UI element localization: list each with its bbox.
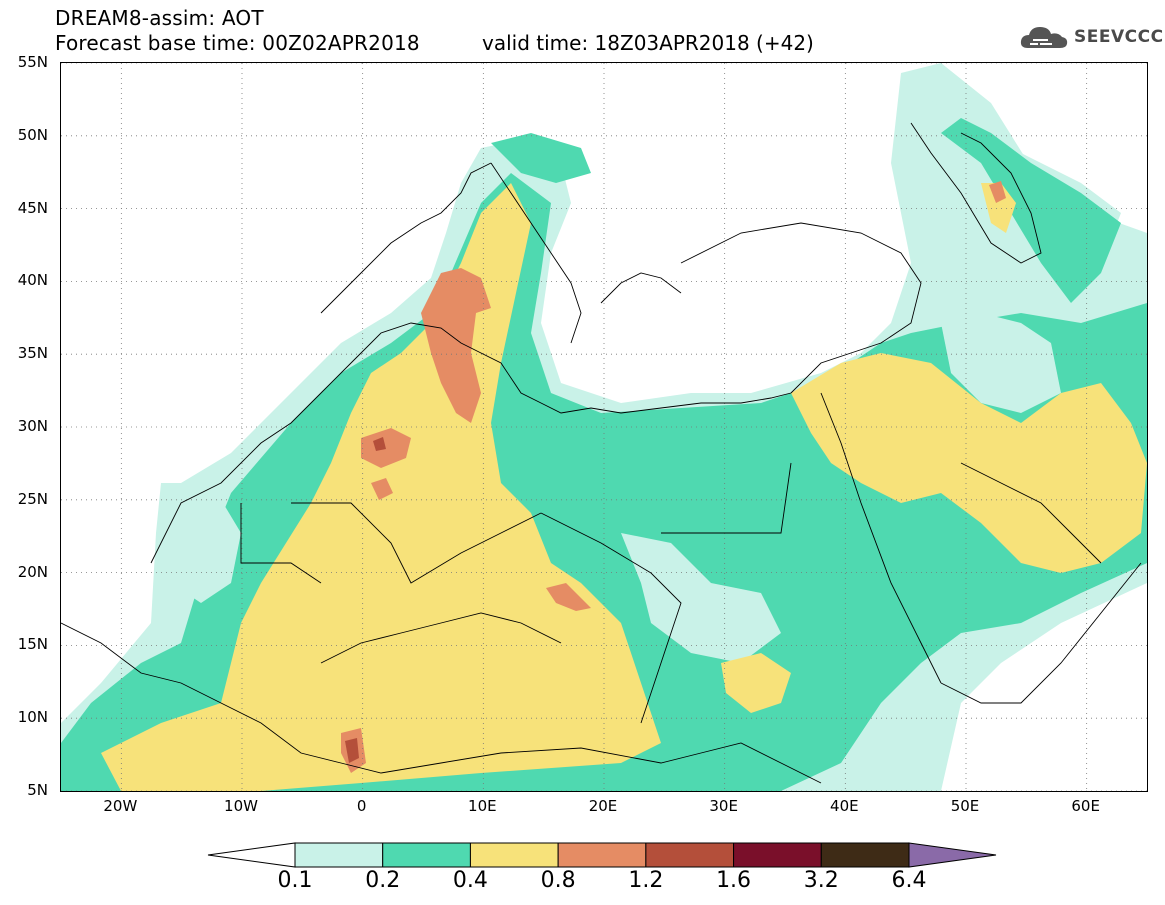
colorbar-swatch <box>820 842 910 868</box>
lat-tick-label: 45N <box>17 198 48 217</box>
colorbar-low-triangle <box>207 842 296 868</box>
aot-map <box>61 63 1147 791</box>
aot-field-13 <box>421 268 491 423</box>
aot-field-14 <box>361 428 411 468</box>
aot-field-06 <box>621 533 781 663</box>
colorbar-swatch <box>645 842 735 868</box>
coastlines <box>61 122 1142 784</box>
map-area <box>60 62 1148 792</box>
colorbar-level-label: 0.8 <box>540 868 576 893</box>
lat-tick-label: 30N <box>17 417 48 435</box>
lon-tick-label: 0 <box>356 797 367 815</box>
lon-tick-label: 20W <box>103 797 138 815</box>
lat-tick-label: 35N <box>17 344 48 363</box>
aot-field-08 <box>156 483 241 603</box>
map-title: DREAM8-assim: AOT <box>55 6 264 30</box>
colorbar-level-label: 1.6 <box>716 868 752 893</box>
aot-field-07 <box>941 313 1061 413</box>
graticule <box>61 63 1147 791</box>
lat-tick-label: 15N <box>17 635 48 654</box>
colorbar-level-label: 6.4 <box>891 868 927 893</box>
colorbar-level-label: 1.2 <box>628 868 664 893</box>
colorbar-high-triangle <box>908 842 997 868</box>
lat-tick-label: 25N <box>17 489 48 508</box>
lat-tick-label: 10N <box>17 708 48 727</box>
lon-tick-label: 60E <box>1071 797 1100 815</box>
cloud-icon <box>1020 27 1068 48</box>
lat-tick-label: 50N <box>17 125 48 144</box>
colorbar-level-label: 0.2 <box>365 868 401 893</box>
colorbar-level-label: 0.1 <box>277 868 313 893</box>
colorbar-swatch <box>382 842 471 868</box>
lon-tick-label: 20E <box>588 797 618 815</box>
lon-tick-label: 50E <box>950 797 980 815</box>
aot-field-04 <box>941 118 1121 303</box>
valid-time: valid time: 18Z03APR2018 (+42) <box>482 31 814 55</box>
lon-tick-label: 10E <box>468 797 497 815</box>
forecast-base-time: Forecast base time: 00Z02APR2018 <box>55 31 420 55</box>
aot-field-11 <box>721 653 791 713</box>
aot-field-16 <box>546 583 591 611</box>
lat-tick-label: 20N <box>17 562 48 581</box>
lat-tick-label: 40N <box>17 271 48 290</box>
colorbar-swatch <box>557 842 647 868</box>
colorbar-level-label: 0.4 <box>452 868 488 893</box>
aot-field-20 <box>345 738 359 763</box>
aot-field-18 <box>989 181 1006 203</box>
lon-tick-label: 40E <box>830 797 859 815</box>
colorbar-swatch <box>469 842 559 868</box>
lon-tick-label: 30E <box>709 797 738 815</box>
lon-tick-label: 10W <box>224 797 258 815</box>
aot-field-05 <box>491 133 591 183</box>
colorbar-swatch <box>733 842 822 868</box>
lat-tick-label: 55N <box>17 53 48 71</box>
colorbar-level-label: 3.2 <box>803 868 839 893</box>
lat-tick-label: 5N <box>27 781 48 799</box>
colorbar-swatch <box>294 842 384 868</box>
aot-field-19 <box>373 437 386 451</box>
aot-field-10 <box>791 353 1147 573</box>
aot-field-12 <box>981 183 1016 233</box>
logo-text: SEEVCCC <box>1074 27 1164 47</box>
seevccc-logo: SEEVCCC <box>1018 22 1164 52</box>
aot-field-15 <box>371 478 393 500</box>
